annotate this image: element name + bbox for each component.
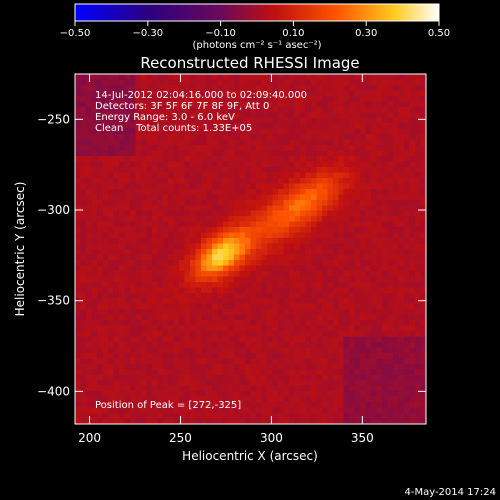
colorbar-unit-label: (photons cm⁻² s⁻¹ asec⁻²): [192, 40, 321, 51]
x-tick-label: 300: [260, 431, 283, 445]
colorbar-tick-label: 0.30: [355, 28, 377, 39]
colorbar-tick-label: 0.50: [428, 28, 450, 39]
annotation-block: 14-Jul-2012 02:04:16.000 to 02:09:40.000…: [95, 90, 307, 134]
annotation-time-range: 14-Jul-2012 02:04:16.000 to 02:09:40.000: [95, 90, 307, 101]
axis-ticks: 200 250 300 350 −250 −300 −350 −400: [37, 74, 426, 445]
peak-position-label: Position of Peak = [272,-325]: [95, 400, 241, 411]
y-tick-label: −300: [37, 203, 70, 217]
x-tick-label: 350: [351, 431, 374, 445]
x-axis-label: Heliocentric X (arcsec): [182, 449, 318, 463]
annotation-energy-range: Energy Range: 3.0 - 6.0 keV: [95, 112, 235, 123]
colorbar-ticks: −0.50 −0.30 −0.10 0.10 0.30 0.50: [60, 21, 450, 39]
annotation-detectors: Detectors: 3F 5F 6F 7F 8F 9F, Att 0: [95, 101, 269, 112]
colorbar-tick-label: −0.10: [205, 28, 236, 39]
y-tick-label: −400: [37, 384, 70, 398]
chart-title: Reconstructed RHESSI Image: [140, 54, 359, 72]
x-tick-label: 200: [78, 431, 101, 445]
annotation-clean-counts: Clean Total counts: 1.33E+05: [95, 123, 252, 134]
colorbar: [74, 3, 440, 22]
heatmap-image: [75, 74, 426, 424]
date-stamp: 4-May-2014 17:24: [404, 487, 496, 498]
y-tick-label: −350: [37, 294, 70, 308]
x-tick-label: 250: [169, 431, 192, 445]
colorbar-tick-label: −0.50: [60, 28, 91, 39]
y-axis-label: Heliocentric Y (arcsec): [13, 182, 27, 317]
y-tick-label: −250: [37, 112, 70, 126]
colorbar-tick-label: 0.10: [282, 28, 304, 39]
plot-frame: [74, 73, 427, 425]
colorbar-tick-label: −0.30: [132, 28, 163, 39]
